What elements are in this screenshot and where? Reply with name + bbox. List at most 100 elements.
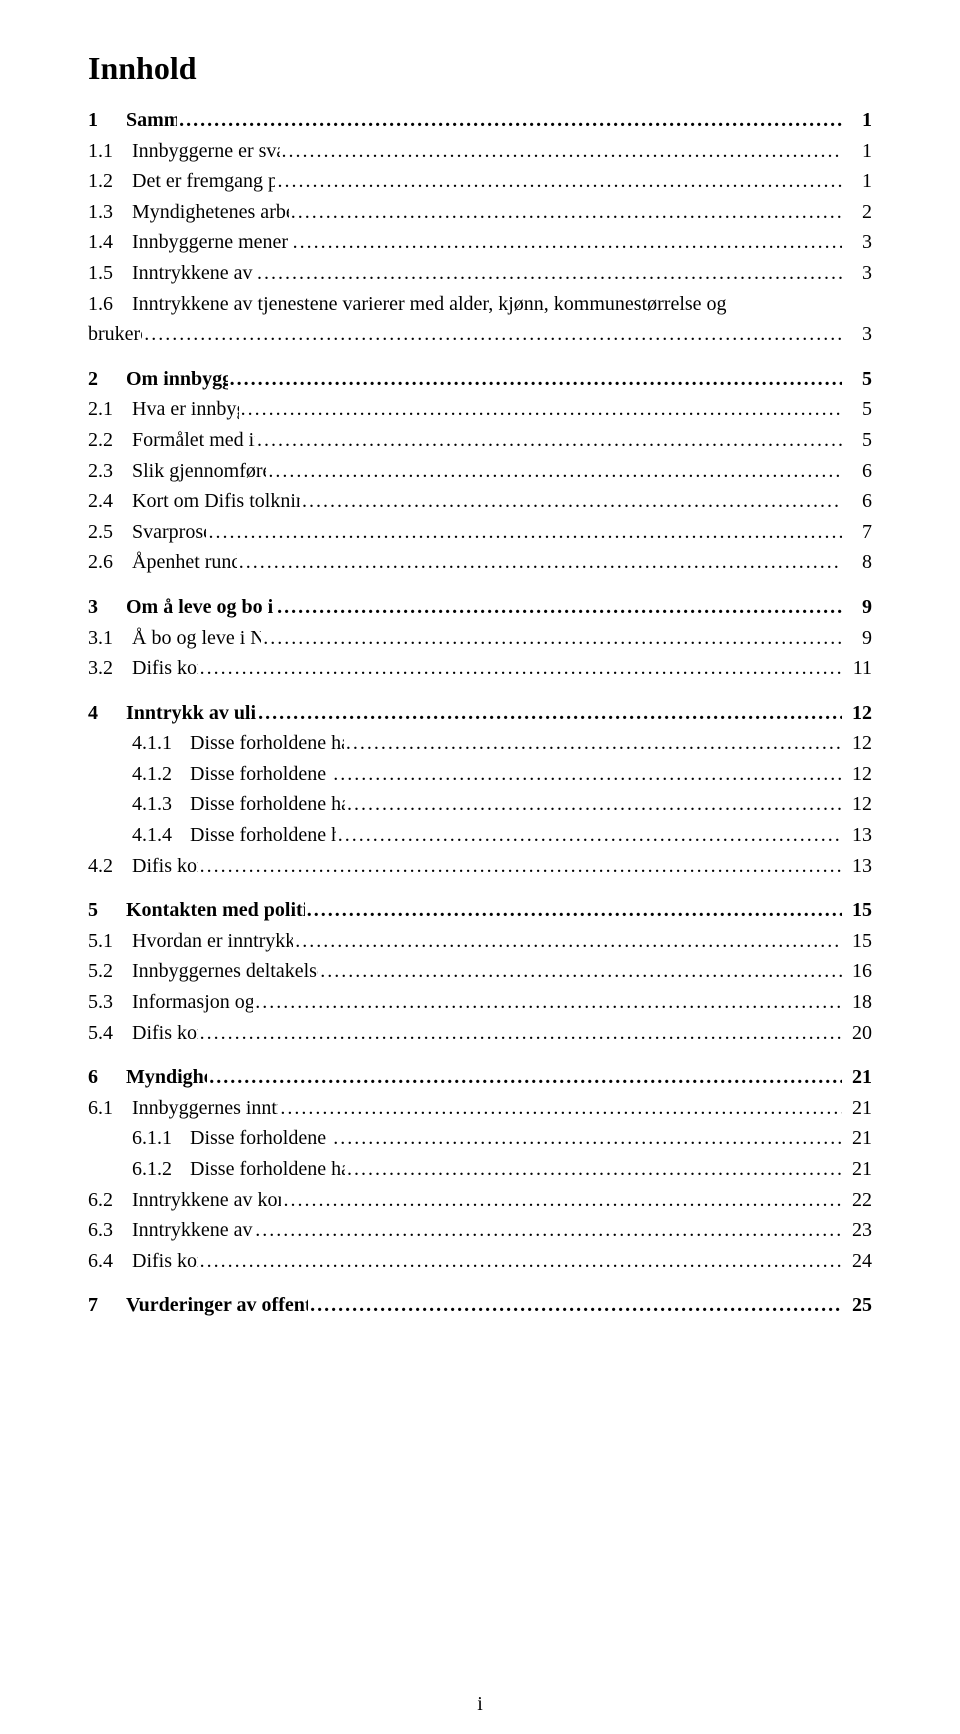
toc-entry-label: Inntrykkene av samferdselen er bedret [132, 1215, 253, 1246]
toc-gap [88, 684, 872, 698]
toc-dot-leader [208, 517, 842, 548]
toc-entry-page: 12 [846, 759, 872, 790]
toc-entry-page: 3 [846, 227, 872, 258]
toc-entry: 1.5Inntrykkene av tjenestene varierer my… [88, 258, 872, 289]
toc-entry: 3.1Å bo og leve i Norge og i egen kommun… [88, 623, 872, 654]
toc-entry-page: 2 [846, 197, 872, 228]
toc-entry-page: 24 [846, 1246, 872, 1277]
toc-entry-number: 2.3 [88, 456, 132, 487]
toc-entry: 1.2Det er fremgang på mange områder side… [88, 166, 872, 197]
toc-entry-number: 6 [88, 1062, 126, 1093]
toc-entry-number: 3.1 [88, 623, 132, 654]
toc-entry-page: 1 [846, 166, 872, 197]
toc-entry: 2Om innbyggerundersøkelsen5 [88, 364, 872, 395]
toc-entry: 5Kontakten med politikerne og det admini… [88, 895, 872, 926]
toc-entry-number: 3.2 [88, 653, 132, 684]
toc-entry-page: 3 [846, 258, 872, 289]
toc-dot-leader [291, 197, 842, 228]
toc-entry-page: 5 [846, 425, 872, 456]
toc-gap [88, 881, 872, 895]
toc-entry: 6.1.2Disse forholdene har innbyggerne de… [132, 1154, 872, 1185]
toc-entry-label: Disse forholdene har innbyggerne dårlige… [190, 820, 336, 851]
toc-dot-leader [144, 319, 842, 350]
toc-dot-leader [200, 653, 842, 684]
toc-entry-label: Sammendrag [126, 105, 177, 136]
toc-dot-leader [338, 820, 842, 851]
toc-entry-number: 4 [88, 698, 126, 729]
toc-entry-label: Disse forholdene har innbyggerne delvis … [190, 789, 345, 820]
toc-entry-label: Om innbyggerundersøkelsen [126, 364, 228, 395]
toc-dot-leader [347, 789, 842, 820]
toc-entry-page: 21 [846, 1093, 872, 1124]
toc-entry-label: Hva er innbyggerundersøkelsen? [132, 394, 239, 425]
toc-dot-leader [255, 1215, 842, 1246]
toc-entry-number: 6.4 [88, 1246, 132, 1277]
toc-dot-leader [200, 1018, 842, 1049]
toc-entry: 1.1Innbyggerne er svært fornøyde med å b… [88, 136, 872, 167]
toc-entry-number: 4.1.4 [132, 820, 190, 851]
toc-entry-number: 1.6 [88, 289, 132, 320]
toc-entry-number: 4.1.1 [132, 728, 190, 759]
toc-entry-page: 20 [846, 1018, 872, 1049]
toc-dot-leader [295, 926, 842, 957]
toc-entry-page: 1 [846, 105, 872, 136]
toc-entry-page: 13 [846, 820, 872, 851]
toc-entry: 4.1.2Disse forholdene har innbyggerne go… [132, 759, 872, 790]
toc-entry-label: Myndighetenes arbeid [126, 1062, 207, 1093]
toc-entry: 4.1.1Disse forholdene har innbyggerne sv… [132, 728, 872, 759]
toc-entry-label: brukererfaring [88, 319, 142, 350]
toc-dot-leader [268, 456, 842, 487]
toc-entry-label: Disse forholdene har innbyggerne delvis … [190, 1154, 345, 1185]
toc-entry-page: 11 [846, 653, 872, 684]
toc-entry: 2.3Slik gjennomføres innbyggerundersøkel… [88, 456, 872, 487]
toc-entry: 1.4Innbyggerne mener at det offentlige b… [88, 227, 872, 258]
toc-entry-number: 5.4 [88, 1018, 132, 1049]
toc-entry-number: 6.1 [88, 1093, 132, 1124]
toc-gap [88, 578, 872, 592]
toc-dot-leader [209, 1062, 842, 1093]
toc-dot-leader [277, 592, 842, 623]
page-title: Innhold [88, 50, 872, 87]
toc-dot-leader [310, 1290, 842, 1321]
toc-entry-page: 12 [846, 728, 872, 759]
toc-entry: 1.3Myndighetenes arbeid vurderes i hoved… [88, 197, 872, 228]
toc-entry-page: 12 [846, 698, 872, 729]
toc-entry-page: 7 [846, 517, 872, 548]
toc-entry-label: Difis kommentarer [132, 653, 198, 684]
toc-entry-label: Kort om Difis tolkning av skårene på ska… [132, 486, 300, 517]
toc-entry: 7Vurderinger av offentlige nettportaler … [88, 1290, 872, 1321]
toc-entry: 6.1.1Disse forholdene har innbyggerne go… [132, 1123, 872, 1154]
toc-dot-leader [258, 698, 842, 729]
toc-entry-number: 1.1 [88, 136, 132, 167]
toc-entry: 3.2Difis kommentarer 11 [88, 653, 872, 684]
toc-entry-label: Difis kommentarer [132, 1018, 198, 1049]
toc-dot-leader [255, 987, 842, 1018]
toc-entry-page: 3 [846, 319, 872, 350]
toc-entry-label: Å bo og leve i Norge og i egen kommune [132, 623, 261, 654]
toc-entry-label: Inntrykkene av tjenestene varierer mye [132, 258, 255, 289]
toc-entry-label: Vurderinger av offentlige nettportaler o… [126, 1290, 308, 1321]
toc-dot-leader [302, 486, 842, 517]
toc-entry: 6.4Difis kommentarer24 [88, 1246, 872, 1277]
toc-entry-page: 21 [846, 1154, 872, 1185]
toc-entry: 6.3Inntrykkene av samferdselen er bedret… [88, 1215, 872, 1246]
toc-entry: 6.2Inntrykkene av korrupsjon er bedre, m… [88, 1185, 872, 1216]
toc-entry-page: 16 [846, 956, 872, 987]
toc-entry: 2.5Svarprosent og frafall7 [88, 517, 872, 548]
toc-entry-label: Slik gjennomføres innbyggerundersøkelsen [132, 456, 266, 487]
toc-dot-leader [241, 394, 842, 425]
toc-entry-page: 9 [846, 592, 872, 623]
toc-dot-leader [283, 1185, 842, 1216]
toc-entry-label: Kontakten med politikerne og det adminis… [126, 895, 305, 926]
toc-dot-leader [320, 956, 842, 987]
toc-gap [88, 350, 872, 364]
toc-entry-label: Inntrykkene av tjenestene varierer med a… [132, 289, 727, 320]
toc-dot-leader [333, 1123, 842, 1154]
toc-gap [88, 1276, 872, 1290]
toc-entry-page: 5 [846, 394, 872, 425]
toc-entry-label: Det er fremgang på mange områder siden 2… [132, 166, 275, 197]
toc-entry-page: 15 [846, 926, 872, 957]
toc-dot-leader [263, 623, 842, 654]
toc-entry-label: Disse forholdene har innbyggerne gode in… [190, 759, 331, 790]
toc-entry-number: 2.4 [88, 486, 132, 517]
